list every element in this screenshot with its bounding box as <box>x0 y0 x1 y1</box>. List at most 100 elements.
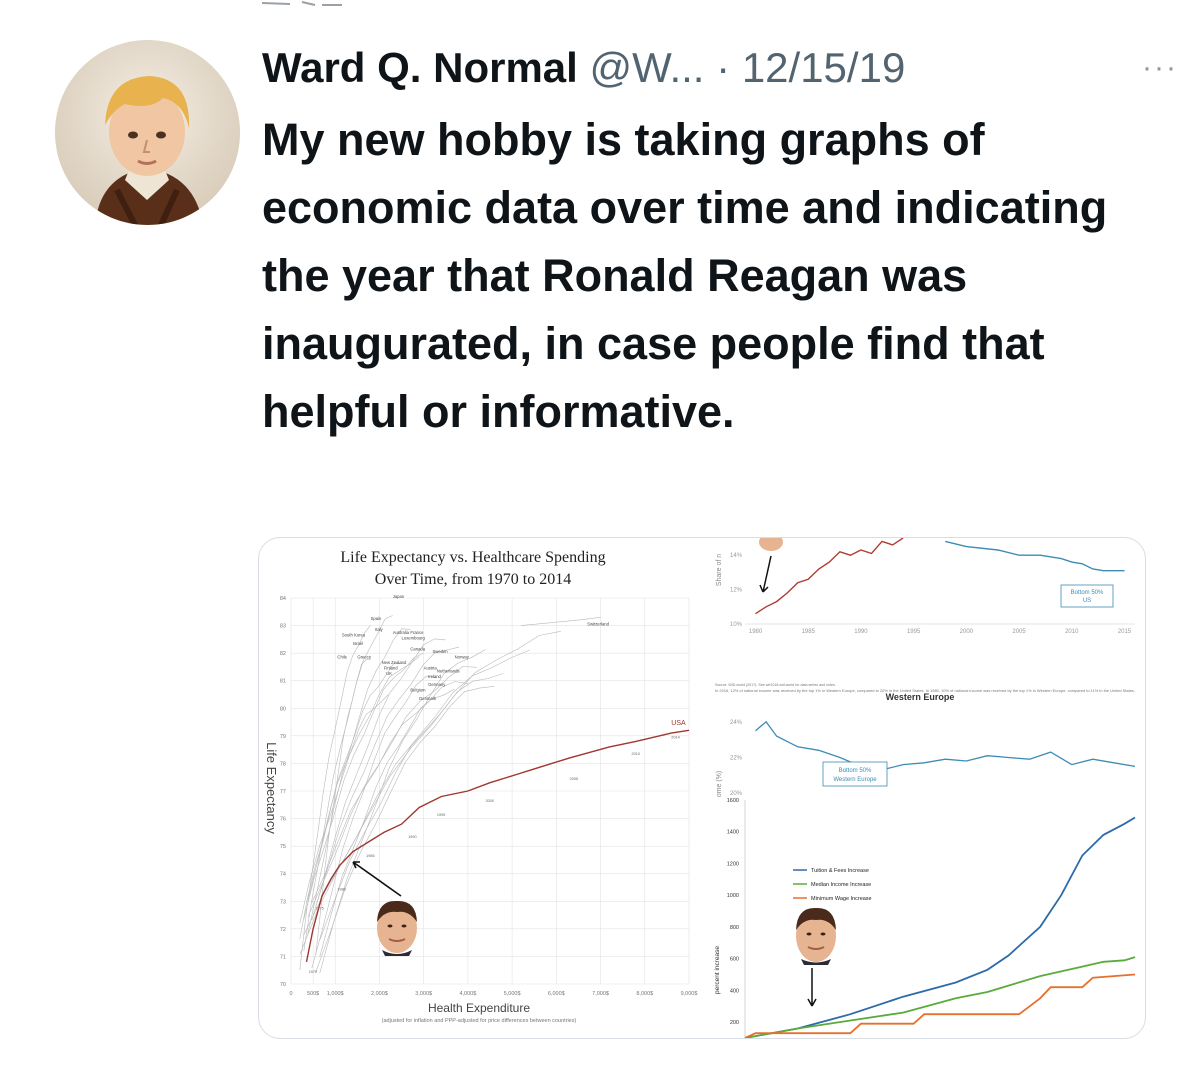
country-series-line <box>299 656 420 924</box>
year-label: 1995 <box>437 813 445 817</box>
country-label: Germany <box>428 682 446 687</box>
y-tick-label: 20% <box>730 791 743 797</box>
life-expectancy-chart: Life Expectancy vs. Healthcare Spending … <box>264 549 698 1024</box>
x-tick-label: 1995 <box>907 629 921 635</box>
country-label: Canada <box>410 646 425 651</box>
year-label: 1975 <box>315 907 323 911</box>
country-series-line <box>303 652 424 920</box>
country-series-line <box>319 688 455 958</box>
x-tick-label: 1985 <box>802 629 816 635</box>
x-tick-label: 2,000$ <box>371 991 388 997</box>
legend-label: Tuition & Fees Increase <box>811 868 869 874</box>
x-tick-label: 2000 <box>960 629 974 635</box>
country-label: Israel <box>353 641 363 646</box>
legend-label: Bottom 50% <box>839 768 872 774</box>
country-label: France <box>410 630 424 635</box>
source-note: Source: WID.world (2017). See wir2018.wi… <box>715 683 836 687</box>
x-tick-label: 1980 <box>749 629 763 635</box>
reagan-face-icon <box>377 900 417 956</box>
y-tick-label: 12% <box>730 588 743 594</box>
income-share-us-chart: Share of n 10% 12% 14% 1980 1985 1990 1995 2000… <box>716 538 1135 635</box>
x-tick-label: 2010 <box>1065 629 1079 635</box>
year-label: 1985 <box>366 854 374 858</box>
y-tick-label: 81 <box>280 679 286 685</box>
more-options-icon[interactable]: ··· <box>1142 51 1178 84</box>
country-label: Belgium <box>410 688 426 693</box>
y-tick-label: 22% <box>730 755 743 761</box>
country-label: Japan <box>393 594 405 599</box>
country-series-line <box>315 658 371 955</box>
country-series-line <box>307 666 477 918</box>
bottom-50-us-line <box>945 540 1125 572</box>
y-tick-label: 14% <box>730 553 743 559</box>
y-tick-label: 200 <box>730 1020 739 1026</box>
country-series-line <box>319 649 486 974</box>
country-series-line <box>307 663 402 901</box>
minimum-wage-series-line <box>744 973 1136 1038</box>
tweet-text: My new hobby is taking graphs of economi… <box>262 114 1108 437</box>
y-tick-label: 79 <box>280 734 286 740</box>
income-share-western-europe-chart: Western Europe ome (%) 24% 22% 20% Bottom … <box>716 692 1136 797</box>
chart-title: Western Europe <box>886 692 955 702</box>
legend-label: Minimum Wage Increase <box>811 896 872 902</box>
chart-title: Life Expectancy vs. Healthcare Spending <box>340 549 605 566</box>
y-tick-label: 75 <box>280 844 286 850</box>
separator-dot: · <box>716 44 731 91</box>
arrow-icon <box>352 861 402 897</box>
arrow-icon <box>759 555 772 593</box>
year-label: 2005 <box>570 777 578 781</box>
x-tick-label: 8,000$ <box>636 991 653 997</box>
country-label: Spain <box>371 616 382 621</box>
x-tick-label: 2015 <box>1118 629 1132 635</box>
country-series-line <box>311 681 468 903</box>
country-series-line <box>311 675 437 969</box>
median-income-series-line <box>744 956 1136 1038</box>
y-axis-label: Life Expectancy <box>264 742 279 834</box>
avatar[interactable] <box>55 40 240 225</box>
author-name[interactable]: Ward Q. Normal <box>262 44 578 91</box>
y-axis-label: percent increase <box>714 946 721 994</box>
y-tick-label: 77 <box>280 789 286 795</box>
y-tick-label: 78 <box>280 761 286 767</box>
country-label: Sweden <box>433 649 449 654</box>
y-tick-label: 72 <box>280 927 286 933</box>
x-tick-label: 9,000$ <box>681 991 698 997</box>
top-share-line <box>755 538 904 615</box>
x-tick-label: 7,000$ <box>592 991 609 997</box>
x-tick-label: 0 <box>289 991 292 997</box>
x-axis-note: (adjusted for inflation and PPP-adjusted… <box>382 1018 577 1024</box>
y-tick-label: 800 <box>730 925 739 931</box>
legend-box <box>822 761 888 787</box>
year-label: 2000 <box>486 799 494 803</box>
y-axis-label: ome (%) <box>716 771 723 797</box>
x-tick-label: 4,000$ <box>459 991 476 997</box>
country-label: South Korea <box>342 633 366 638</box>
legend-label: Western Europe <box>833 777 877 783</box>
country-series-line <box>319 673 504 941</box>
note-text: In 2016, 12% of national income was rece… <box>715 689 1135 693</box>
x-tick-label: 5,000$ <box>504 991 521 997</box>
tweet-date[interactable]: 12/15/19 <box>741 44 906 91</box>
country-label: Norway <box>455 655 470 660</box>
country-series-line <box>520 617 601 626</box>
country-label: Australia <box>393 630 410 635</box>
y-tick-label: 1600 <box>727 798 739 804</box>
child-portrait-image <box>55 40 240 225</box>
country-label: Austria <box>424 666 438 671</box>
country-label: Netherlands <box>437 668 460 673</box>
x-tick-label: 500$ <box>307 991 319 997</box>
tuition-series-line <box>744 816 1136 1038</box>
country-label: Denmark <box>419 696 437 701</box>
country-series-line <box>307 628 411 935</box>
usa-label: USA <box>671 720 686 727</box>
arrow-icon <box>807 968 817 1007</box>
year-label: 2010 <box>632 752 640 756</box>
y-tick-label: 600 <box>730 957 739 963</box>
tuition-vs-income-chart: percent increase 200 400 600 800 1000 1200 140… <box>714 798 1136 1038</box>
author-handle[interactable]: @W... <box>589 44 705 91</box>
y-tick-label: 1000 <box>727 893 739 899</box>
country-label: Greece <box>357 655 371 660</box>
tweet-media-collage[interactable]: Life Expectancy vs. Healthcare Spending … <box>258 537 1146 1039</box>
bottom-50-western-europe-line <box>755 720 1136 771</box>
country-series-line <box>299 694 389 939</box>
